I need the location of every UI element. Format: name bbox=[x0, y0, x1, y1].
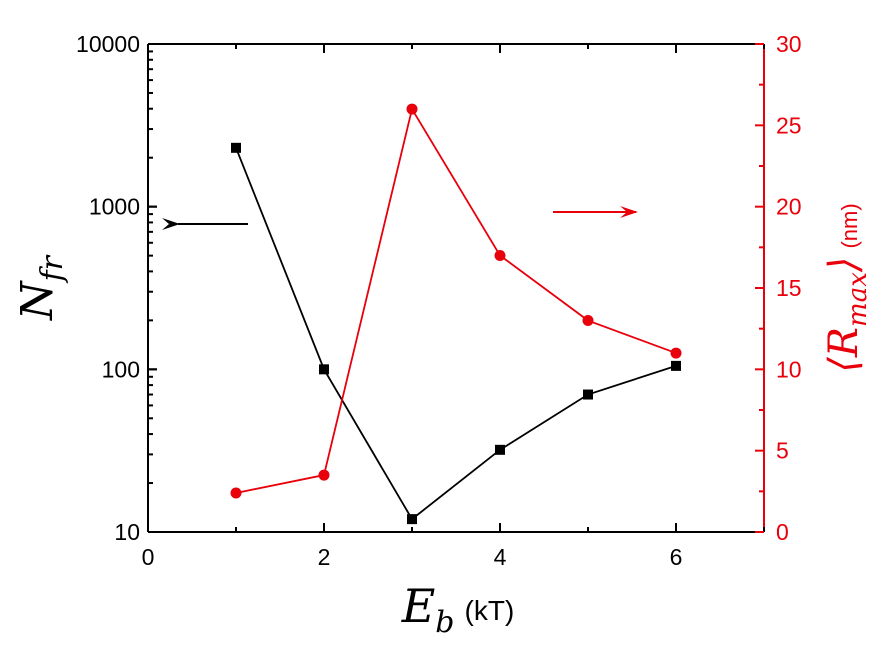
right-y-axis: 0 5 10 15 20 25 30 bbox=[755, 31, 802, 545]
rmax-data-point bbox=[670, 347, 682, 359]
y-right-tick-label: 10 bbox=[776, 356, 802, 382]
x-axis-unit: (kT) bbox=[465, 595, 515, 626]
x-axis-subscript: b bbox=[435, 605, 454, 640]
y-right-tick-label: 30 bbox=[776, 31, 802, 57]
right-axis-title: ⟨Rmax⟩ (nm) bbox=[821, 203, 873, 372]
y-right-tick-label: 5 bbox=[776, 438, 789, 464]
y-left-tick-label: 1000 bbox=[89, 194, 140, 220]
right-axis-unit: (nm) bbox=[837, 203, 862, 248]
left-axis-title: Nfr bbox=[12, 254, 70, 321]
series-layer bbox=[230, 103, 682, 525]
y-right-tick-label: 0 bbox=[776, 519, 789, 545]
x-tick-label: 0 bbox=[142, 544, 155, 570]
nfr-data-point bbox=[407, 514, 417, 525]
x-tick-label: 6 bbox=[670, 544, 683, 570]
left-axis-symbol: N bbox=[12, 280, 63, 321]
rmax-data-point bbox=[406, 103, 418, 115]
rmax-data-point bbox=[494, 249, 506, 261]
x-axis: 0 2 4 6 bbox=[142, 44, 765, 570]
left-axis-subscript: fr bbox=[35, 254, 70, 283]
y-right-tick-label: 20 bbox=[776, 194, 802, 220]
y-left-tick-label: 10 bbox=[114, 519, 140, 545]
nfr-data-point bbox=[231, 142, 241, 153]
rmax-data-point bbox=[318, 469, 330, 481]
x-axis-title: Eb (kT) bbox=[401, 579, 515, 640]
right-axis-symbol: R bbox=[821, 327, 867, 358]
y-right-tick-label: 25 bbox=[776, 112, 802, 138]
nfr-data-point bbox=[583, 389, 593, 400]
annotation-layer bbox=[162, 206, 638, 230]
right-axis-open-bracket: ⟨ bbox=[821, 357, 867, 373]
right-axis-close-bracket: ⟩ bbox=[821, 257, 867, 274]
x-tick-label: 4 bbox=[494, 544, 507, 570]
left-y-axis: 10 100 1000 10000 bbox=[76, 31, 157, 545]
x-tick-label: 2 bbox=[318, 544, 331, 570]
y-right-tick-label: 15 bbox=[776, 275, 802, 301]
nfr-series-line bbox=[235, 147, 677, 521]
rmax-data-point bbox=[582, 315, 594, 327]
nfr-data-point bbox=[495, 444, 505, 455]
right-axis-subscript: max bbox=[843, 272, 873, 327]
nfr-data-point bbox=[671, 360, 681, 371]
y-left-tick-label: 10000 bbox=[76, 31, 140, 57]
rmax-series-line bbox=[235, 106, 677, 494]
plot-frame bbox=[147, 43, 765, 533]
y-left-tick-label: 100 bbox=[102, 356, 140, 382]
x-axis-symbol: E bbox=[401, 579, 436, 633]
nfr-data-point bbox=[319, 364, 329, 375]
rmax-data-point bbox=[230, 487, 242, 499]
